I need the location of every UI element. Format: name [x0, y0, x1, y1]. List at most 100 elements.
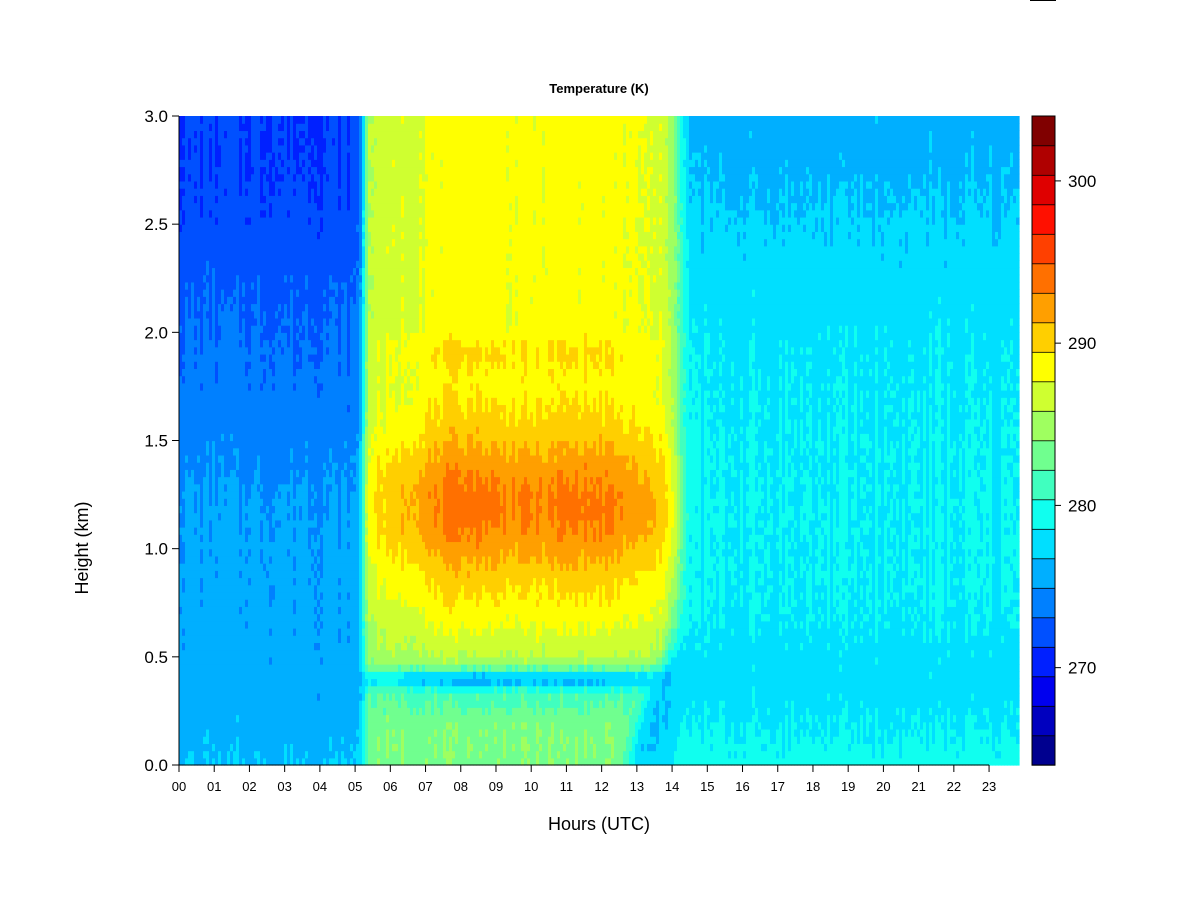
heatmap-cell	[200, 368, 204, 377]
heatmap-cell	[266, 180, 270, 189]
heatmap-cell	[203, 426, 207, 434]
heatmap-cell	[236, 757, 240, 766]
heatmap-cell	[203, 260, 207, 269]
heatmap-cell	[272, 728, 276, 737]
heatmap-cell	[221, 289, 225, 297]
heatmap-cell	[248, 483, 252, 492]
heatmap-cell	[218, 447, 222, 456]
heatmap-cell	[188, 527, 192, 535]
heatmap-cell	[269, 700, 273, 708]
heatmap-cell	[272, 591, 276, 600]
heatmap-cell	[215, 123, 219, 132]
heatmap-cell	[251, 123, 255, 132]
heatmap-cell	[194, 130, 198, 139]
heatmap-cell	[245, 613, 249, 622]
heatmap-cell	[185, 721, 189, 730]
heatmap-cell	[245, 469, 249, 478]
heatmap-cell	[218, 433, 222, 442]
heatmap-cell	[245, 440, 249, 449]
heatmap-cell	[251, 707, 255, 716]
heatmap-cell	[251, 173, 255, 182]
heatmap-cell	[251, 505, 255, 514]
heatmap-cell	[239, 743, 243, 752]
heatmap-cell	[251, 253, 255, 261]
heatmap-cell	[233, 635, 237, 644]
heatmap-cell	[206, 281, 210, 290]
heatmap-cell	[227, 317, 231, 326]
heatmap-cell	[236, 454, 240, 463]
heatmap-cell	[200, 159, 204, 168]
heatmap-cell	[263, 454, 267, 463]
heatmap-cell	[203, 483, 207, 492]
heatmap-cell	[242, 476, 246, 485]
heatmap-cell	[272, 397, 276, 406]
heatmap-cell	[194, 678, 198, 687]
heatmap-cell	[251, 476, 255, 485]
heatmap-cell	[239, 440, 243, 449]
heatmap-cell	[221, 253, 225, 261]
heatmap-cell	[185, 267, 189, 276]
heatmap-cell	[215, 519, 219, 528]
heatmap-cell	[215, 440, 219, 449]
heatmap-cell	[260, 635, 264, 644]
heatmap-cell	[257, 548, 261, 557]
heatmap-cell	[221, 346, 225, 355]
heatmap-cell	[188, 692, 192, 701]
heatmap-cell	[251, 281, 255, 290]
heatmap-cell	[245, 519, 249, 528]
heatmap-cell	[245, 418, 249, 427]
heatmap-cell	[185, 527, 189, 535]
heatmap-cell	[191, 397, 195, 406]
heatmap-cell	[242, 620, 246, 629]
heatmap-cell	[254, 490, 258, 499]
heatmap-cell	[221, 260, 225, 269]
heatmap-cell	[203, 325, 207, 333]
heatmap-cell	[260, 469, 264, 478]
heatmap-cell	[230, 642, 234, 651]
heatmap-cell	[212, 606, 216, 615]
heatmap-cell	[266, 577, 270, 586]
heatmap-cell	[254, 303, 258, 312]
heatmap-cell	[194, 483, 198, 492]
heatmap-cell	[233, 527, 237, 535]
heatmap-cell	[182, 743, 186, 752]
heatmap-cell	[179, 447, 183, 456]
heatmap-cell	[209, 353, 213, 362]
heatmap-cell	[212, 317, 216, 326]
heatmap-cell	[272, 627, 276, 636]
heatmap-cell	[179, 563, 183, 571]
heatmap-cell	[182, 289, 186, 297]
heatmap-cell	[212, 685, 216, 694]
heatmap-cell	[269, 750, 273, 759]
heatmap-cell	[257, 353, 261, 362]
heatmap-cell	[215, 714, 219, 723]
heatmap-cell	[263, 404, 267, 413]
heatmap-cell	[191, 418, 195, 427]
heatmap-cell	[251, 260, 255, 269]
heatmap-cell	[266, 166, 270, 175]
heatmap-cell	[179, 613, 183, 622]
heatmap-cell	[257, 498, 261, 506]
heatmap-cell	[257, 462, 261, 470]
heatmap-cell	[230, 700, 234, 708]
heatmap-cell	[245, 144, 249, 153]
heatmap-cell	[203, 296, 207, 305]
heatmap-cell	[206, 332, 210, 341]
heatmap-cell	[266, 368, 270, 377]
heatmap-cell	[209, 678, 213, 687]
heatmap-cell	[263, 130, 267, 139]
heatmap-cell	[227, 599, 231, 607]
heatmap-cell	[266, 743, 270, 752]
heatmap-cell	[203, 707, 207, 716]
heatmap-cell	[200, 757, 204, 766]
heatmap-cell	[236, 649, 240, 658]
heatmap-cell	[206, 253, 210, 261]
heatmap-cell	[257, 700, 261, 708]
heatmap-cell	[263, 541, 267, 550]
heatmap-cell	[272, 620, 276, 629]
heatmap-cell	[185, 671, 189, 680]
heatmap-cell	[182, 447, 186, 456]
heatmap-cell	[185, 216, 189, 225]
heatmap-cell	[203, 736, 207, 744]
heatmap-cell	[206, 469, 210, 478]
